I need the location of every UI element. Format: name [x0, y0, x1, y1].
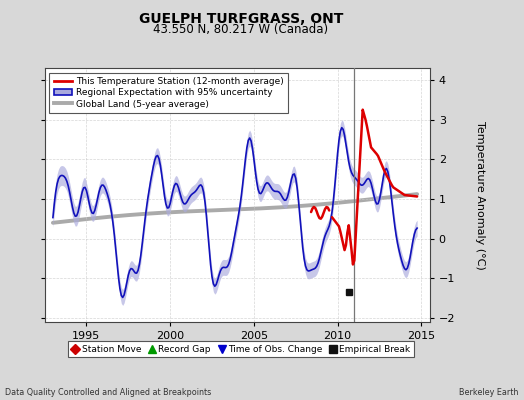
Text: 43.550 N, 80.217 W (Canada): 43.550 N, 80.217 W (Canada) [154, 24, 329, 36]
Legend: Station Move, Record Gap, Time of Obs. Change, Empirical Break: Station Move, Record Gap, Time of Obs. C… [68, 341, 414, 358]
Text: GUELPH TURFGRASS, ONT: GUELPH TURFGRASS, ONT [139, 12, 343, 26]
Text: Data Quality Controlled and Aligned at Breakpoints: Data Quality Controlled and Aligned at B… [5, 388, 212, 397]
Legend: This Temperature Station (12-month average), Regional Expectation with 95% uncer: This Temperature Station (12-month avera… [49, 72, 288, 113]
Y-axis label: Temperature Anomaly (°C): Temperature Anomaly (°C) [475, 121, 485, 269]
Text: Berkeley Earth: Berkeley Earth [460, 388, 519, 397]
